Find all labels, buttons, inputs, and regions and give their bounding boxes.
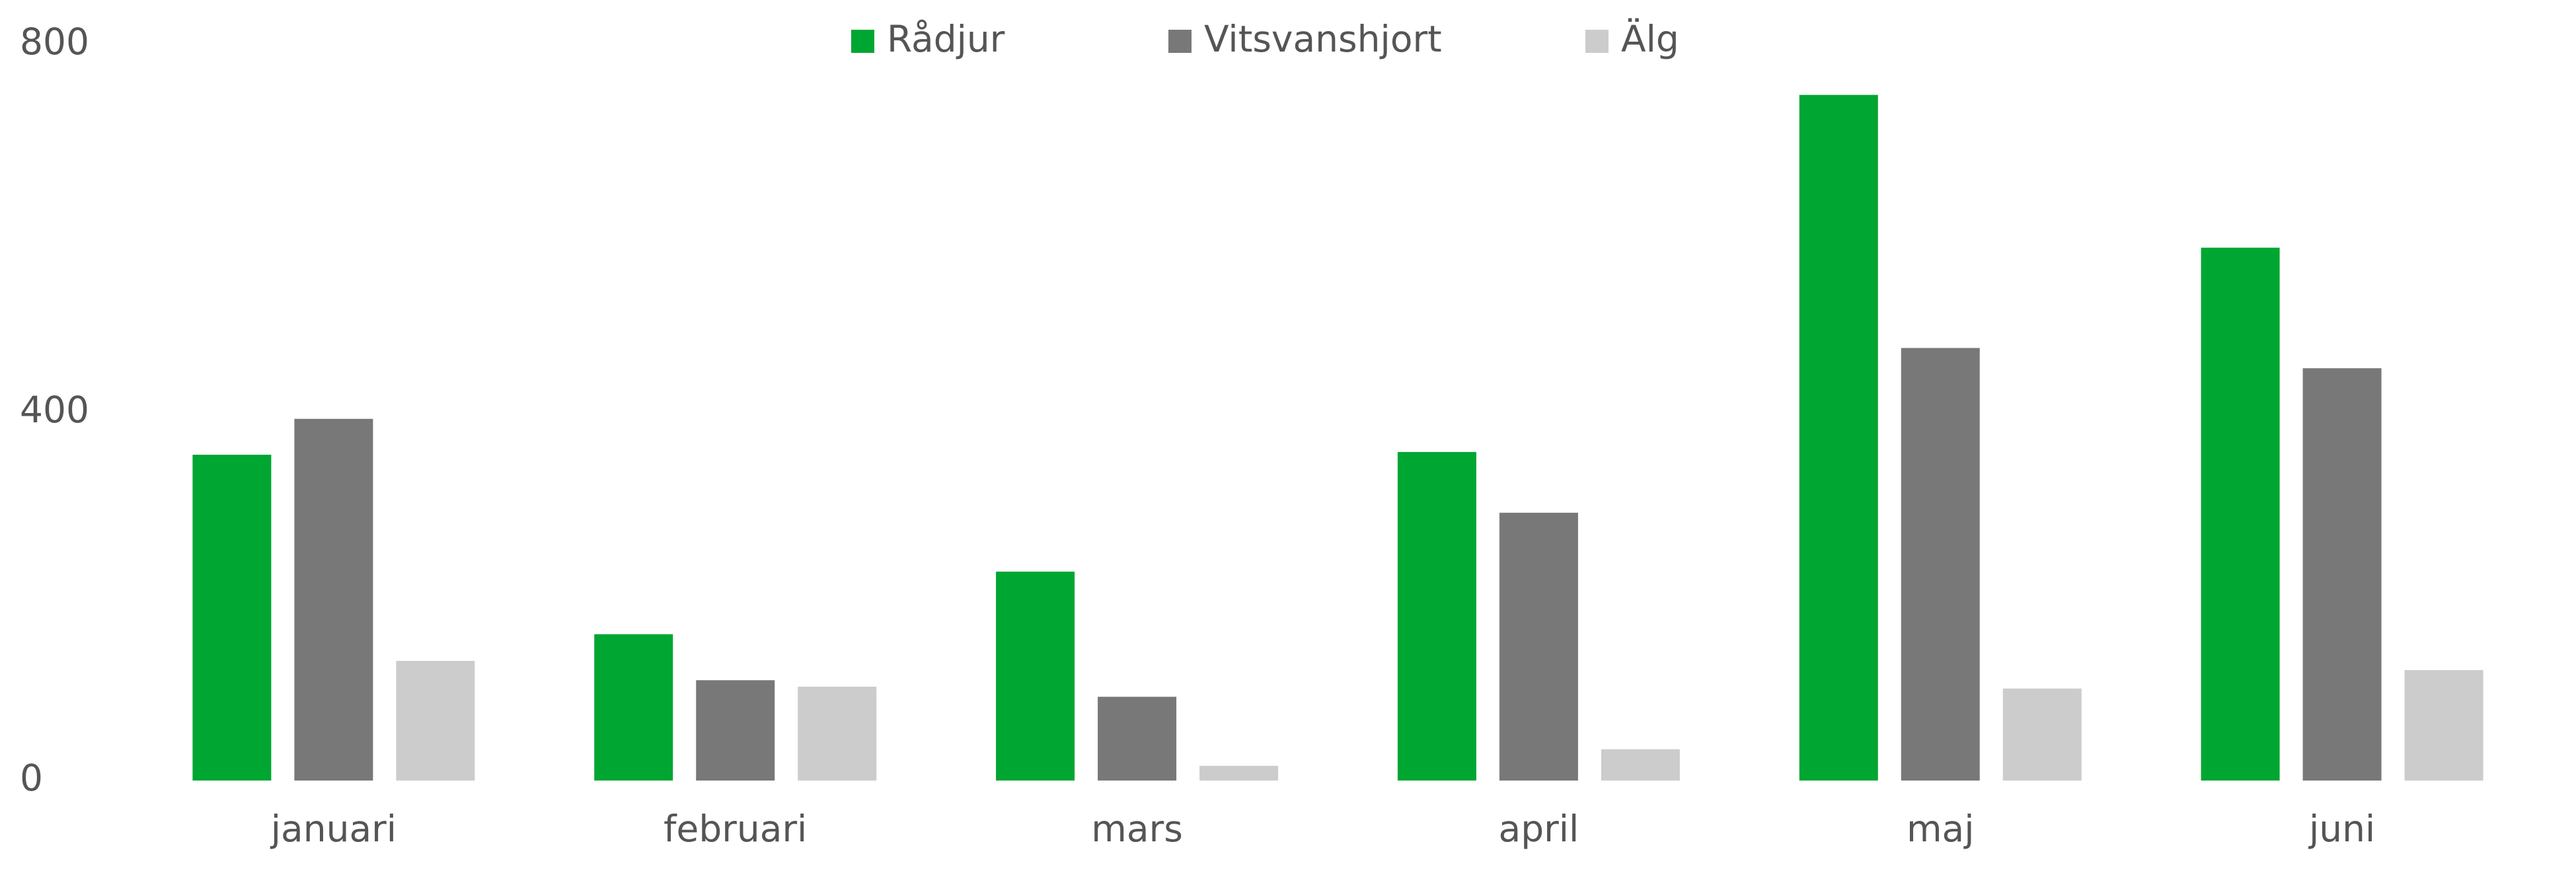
x-tick-label: juni <box>2308 808 2375 850</box>
legend-swatch <box>1168 30 1192 53</box>
bar <box>192 455 272 781</box>
bar <box>396 660 475 781</box>
bar <box>1799 95 1878 781</box>
y-tick-label: 800 <box>20 20 89 63</box>
x-tick-label: mars <box>1091 808 1183 850</box>
bar <box>594 634 673 781</box>
bar <box>2404 670 2483 781</box>
y-tick-label: 0 <box>20 757 43 799</box>
bar <box>2302 368 2382 781</box>
legend-label: Rådjur <box>887 18 1005 60</box>
bar <box>1397 451 1476 781</box>
x-tick-label: maj <box>1907 808 1975 850</box>
legend-swatch <box>1585 30 1609 53</box>
x-tick-label: februari <box>663 808 807 850</box>
legend-label: Vitsvanshjort <box>1204 18 1442 60</box>
legend-swatch <box>851 30 874 53</box>
bar <box>1601 749 1680 781</box>
y-tick-label: 400 <box>20 389 89 431</box>
x-tick-label: april <box>1499 808 1579 850</box>
bar <box>1199 765 1279 781</box>
bar <box>1499 512 1578 781</box>
bar <box>294 418 373 781</box>
bar <box>2201 247 2280 781</box>
bar <box>1901 348 1980 781</box>
legend-label: Älg <box>1621 18 1679 60</box>
bar <box>996 571 1075 781</box>
bar <box>798 686 877 781</box>
x-tick-label: januari <box>270 808 397 850</box>
bar <box>696 680 775 781</box>
bar <box>2002 688 2082 781</box>
bar <box>1098 697 1177 781</box>
